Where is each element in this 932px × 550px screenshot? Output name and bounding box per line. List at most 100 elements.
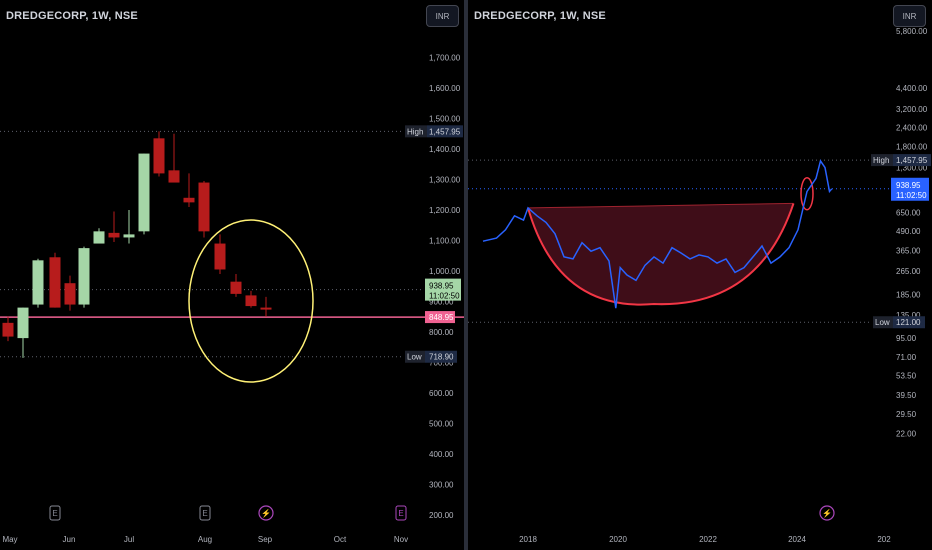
y-tick-label: 1,100.00 <box>429 237 461 246</box>
y-tick-label: 800.00 <box>429 328 454 337</box>
y-tick-label: 71.00 <box>896 353 917 362</box>
y-tick-label: 365.00 <box>896 246 921 255</box>
chart-title: DREDGECORP, 1W, NSE <box>6 10 138 22</box>
earnings-marker-label: E <box>398 509 403 518</box>
y-tick-label: 1,700.00 <box>429 54 461 63</box>
y-tick-label: 4,400.00 <box>896 84 928 93</box>
low-value-bg <box>893 316 925 329</box>
candle-body <box>198 182 210 232</box>
x-tick-label: 2024 <box>788 535 806 544</box>
earnings-marker-icon <box>258 505 274 521</box>
right-chart-panel[interactable]: DREDGECORP, 1W, NSE INR 5,800.00 4,400.00… <box>468 0 932 550</box>
chart-title: DREDGECORP, 1W, NSE <box>474 10 606 22</box>
high-label: High <box>873 156 889 165</box>
earnings-marker-icon <box>395 505 407 521</box>
dividend-lightning-icon: ⚡ <box>261 508 271 518</box>
candle-body <box>230 281 242 294</box>
low-label-bg <box>873 316 893 329</box>
candle-body <box>183 197 195 203</box>
candle-body <box>214 243 226 270</box>
earnings-marker-label: E <box>202 509 207 518</box>
candle-body <box>138 153 150 232</box>
high-value: 1,457.95 <box>429 127 461 136</box>
candle-body <box>245 295 257 307</box>
highlight-circle <box>188 219 314 383</box>
low-label-bg <box>405 350 425 363</box>
candle-body <box>260 307 272 310</box>
dividend-lightning-icon: ⚡ <box>822 508 832 518</box>
y-tick-label: 1,800.00 <box>896 142 928 151</box>
left-chart-panel[interactable]: DREDGECORP, 1W, NSE INR 1,700.00 1,600.00… <box>0 0 464 550</box>
y-tick-label: 1,300.00 <box>896 164 928 173</box>
x-tick-label: Sep <box>258 535 273 544</box>
earnings-marker-icon <box>49 505 61 521</box>
y-tick-label: 600.00 <box>429 389 454 398</box>
high-label-bg <box>871 154 893 167</box>
low-value-bg <box>425 350 457 363</box>
low-value: 121.00 <box>896 318 921 327</box>
x-tick-label: Jul <box>124 535 134 544</box>
cup-rim <box>527 202 794 209</box>
candle-body <box>93 231 105 244</box>
earnings-marker-icon <box>199 505 211 521</box>
countdown-label: 11:02:50 <box>896 191 927 200</box>
candle-body <box>17 307 29 339</box>
countdown-label: 11:02:50 <box>429 292 460 301</box>
candle-body <box>78 248 90 305</box>
panel-divider[interactable] <box>464 0 468 550</box>
y-tick-label: 400.00 <box>429 450 454 459</box>
candle-body <box>123 234 135 238</box>
x-tick-label: 2018 <box>519 535 537 544</box>
y-tick-label: 2,400.00 <box>896 124 928 133</box>
cup-fill <box>528 203 794 305</box>
price-tag-bg <box>891 177 929 201</box>
y-tick-label: 3,200.00 <box>896 105 928 114</box>
y-tick-label: 1,400.00 <box>429 145 461 154</box>
low-value: 718.90 <box>429 353 454 362</box>
y-tick-label: 200.00 <box>429 511 454 520</box>
high-value: 1,457.95 <box>896 156 928 165</box>
candle-body <box>2 322 14 337</box>
x-tick-label: Oct <box>334 535 347 544</box>
candle-body <box>49 257 61 308</box>
y-tick-label: 95.00 <box>896 334 917 343</box>
x-tick-label: May <box>2 535 17 544</box>
y-tick-label: 1,600.00 <box>429 84 461 93</box>
candle-body <box>153 138 165 174</box>
right-line-chart[interactable]: 5,800.00 4,400.00 3,200.00 2,400.00 1,800.00… <box>468 0 932 550</box>
y-tick-label: 700.00 <box>429 359 454 368</box>
currency-button[interactable]: INR <box>426 5 459 27</box>
y-tick-label-partial: 5,800.00 <box>896 27 928 36</box>
y-tick-label: 53.50 <box>896 371 917 380</box>
y-tick-label: 500.00 <box>429 420 454 429</box>
price-tag-bg <box>425 278 461 301</box>
y-tick-label: 185.00 <box>896 291 921 300</box>
candle-body <box>64 283 76 305</box>
high-label-bg <box>405 125 427 138</box>
left-candlestick-chart[interactable]: 1,700.00 1,600.00 1,500.00 1,400.00 1,300.00… <box>0 0 464 550</box>
support-price-label: 848.95 <box>429 313 454 322</box>
y-tick-label: 1,000.00 <box>429 267 461 276</box>
y-tick-label: 265.00 <box>896 267 921 276</box>
y-tick-label: 135.00 <box>896 311 921 320</box>
currency-button[interactable]: INR <box>893 5 926 27</box>
candle-body <box>32 260 44 305</box>
x-tick-label: Jun <box>63 535 76 544</box>
y-tick-label: 29.50 <box>896 410 917 419</box>
high-value-bg <box>893 154 931 167</box>
x-tick-label: Aug <box>198 535 212 544</box>
earnings-marker-label: E <box>52 509 57 518</box>
y-tick-label: 300.00 <box>429 481 454 490</box>
current-price-label: 938.95 <box>429 282 454 291</box>
y-tick-label: 490.00 <box>896 227 921 236</box>
cup-curve <box>527 203 795 306</box>
y-tick-label: 1,500.00 <box>429 115 461 124</box>
high-value-bg <box>427 125 463 138</box>
y-tick-label: 39.50 <box>896 391 917 400</box>
y-tick-label: 900.00 <box>429 298 454 307</box>
x-tick-label: 2022 <box>699 535 717 544</box>
y-tick-label: 1,200.00 <box>429 206 461 215</box>
price-line <box>482 159 833 309</box>
candle-body <box>108 232 120 238</box>
current-price-label: 938.95 <box>896 181 921 190</box>
